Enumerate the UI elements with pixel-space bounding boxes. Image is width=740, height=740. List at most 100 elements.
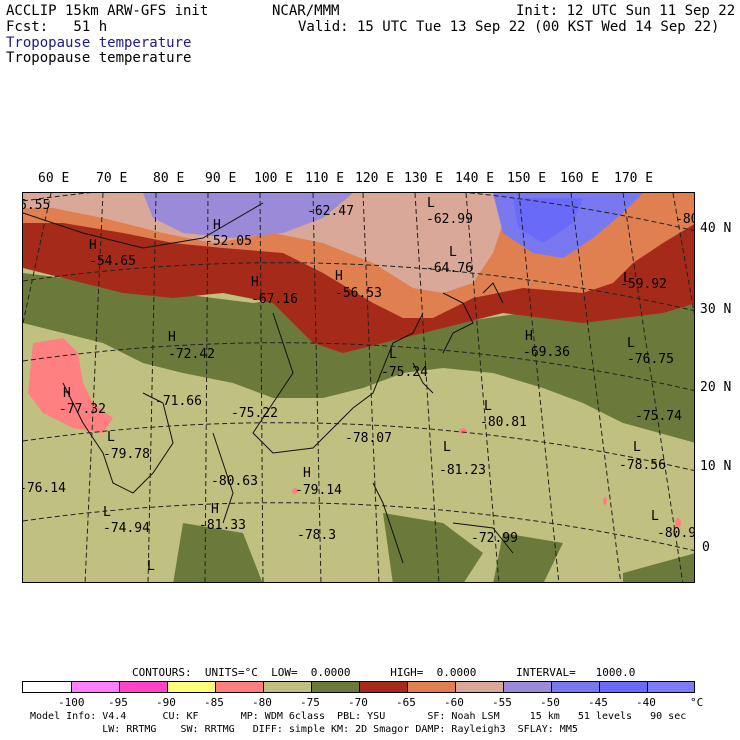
lat-label: 40 N	[700, 221, 732, 236]
map-value-label: -71.66	[155, 394, 202, 409]
forecast-hour: Fcst: 51 h	[6, 19, 108, 35]
model-title: ACCLIP 15km ARW-GFS init	[6, 3, 209, 19]
lat-label: 10 N	[700, 459, 732, 474]
colorbar-tick-label: -100	[58, 696, 85, 709]
extremum-marker: L	[443, 440, 451, 455]
extremum-marker: H	[525, 329, 533, 344]
colorbar-tick-label: -55	[492, 696, 512, 709]
extremum-marker: L	[147, 559, 155, 574]
map-value-label: -75.74	[635, 409, 682, 424]
extremum-marker: H	[251, 275, 259, 290]
model-info-line-2: LW: RRTMG SW: RRTMG DIFF: simple KM: 2D …	[30, 724, 578, 735]
map-value-label: -77.32	[59, 402, 106, 417]
map-value-label: -81.23	[439, 463, 486, 478]
lon-label: 100 E	[254, 171, 294, 186]
colorbar-bin	[263, 681, 312, 693]
map-value-label: -74.94	[103, 521, 150, 536]
extremum-marker: L	[633, 440, 641, 455]
extremum-marker: H	[213, 218, 221, 233]
extremum-marker: H	[89, 238, 97, 253]
map-value-label: -80	[675, 212, 694, 227]
lon-label: 160 E	[560, 171, 600, 186]
colorbar-tick-label: -70	[348, 696, 368, 709]
map-value-label: -72.99	[471, 531, 518, 546]
map-value-label: -62.47	[307, 204, 354, 219]
map-value-label: -79.78	[103, 447, 150, 462]
colorbar-bin	[647, 681, 695, 693]
extremum-marker: L	[484, 399, 492, 414]
temperature-field	[23, 193, 694, 582]
lat-label: 0	[702, 540, 710, 555]
map-value-label: -79.14	[295, 483, 342, 498]
colorbar-tick-label: -75	[300, 696, 320, 709]
lon-label: 130 E	[404, 171, 444, 186]
lon-label: 150 E	[507, 171, 547, 186]
map-value-label: -76.14	[22, 481, 66, 496]
map-value-label: -75.22	[231, 406, 278, 421]
extremum-marker: H	[303, 466, 311, 481]
map-value-label: -72.42	[168, 347, 215, 362]
map-value-label: -78.3	[297, 528, 337, 543]
extremum-marker: H	[211, 502, 219, 517]
colorbar-tick-label: -40	[636, 696, 656, 709]
field-title-1: Tropopause temperature	[6, 35, 192, 51]
colorbar-tick-label: -65	[396, 696, 416, 709]
map-value-label: -76.75	[627, 352, 674, 367]
colorbar-tick-label: -45	[588, 696, 608, 709]
extremum-marker: L	[389, 347, 397, 362]
extremum-marker: L	[623, 271, 631, 286]
lon-label: 120 E	[355, 171, 395, 186]
map-value-label: -62.99	[426, 212, 473, 227]
lon-label: 90 E	[205, 171, 237, 186]
map-value-label: -54.65	[89, 254, 136, 269]
map-value-label: 6.55	[22, 198, 51, 213]
colorbar-bin	[359, 681, 408, 693]
map-value-label: -52.05	[205, 234, 252, 249]
colorbar-bin	[119, 681, 168, 693]
colorbar-bin	[22, 681, 72, 693]
field-title-2: Tropopause temperature	[6, 50, 192, 66]
colorbar-unit: °C	[690, 696, 704, 709]
colorbar-tick-label: -80	[252, 696, 272, 709]
colorbar-bin	[311, 681, 360, 693]
map-panel: 6.55 -62.47 -62.99 L H -52.05 H -54.65 L…	[22, 192, 695, 583]
colorbar-bin	[407, 681, 456, 693]
lon-label: 170 E	[614, 171, 654, 186]
map-value-label: -78.56	[619, 458, 666, 473]
colorbar-bin	[551, 681, 600, 693]
colorbar-bin	[503, 681, 552, 693]
map-value-label: -81.33	[199, 518, 246, 533]
colorbar-tick-label: -95	[108, 696, 128, 709]
extremum-marker: H	[335, 269, 343, 284]
lat-label: 30 N	[700, 302, 732, 317]
colorbar-bin	[167, 681, 216, 693]
map-value-label: -80.63	[211, 474, 258, 489]
lon-label: 80 E	[153, 171, 185, 186]
colorbar-tick-label: -90	[156, 696, 176, 709]
lon-label: 70 E	[96, 171, 128, 186]
colorbar-bin	[455, 681, 504, 693]
map-value-label: -75.24	[381, 365, 428, 380]
lat-label: 20 N	[700, 380, 732, 395]
colorbar-bin	[215, 681, 264, 693]
extremum-marker: H	[168, 330, 176, 345]
extremum-marker: L	[627, 336, 635, 351]
init-time: Init: 12 UTC Sun 11 Sep 22	[516, 3, 736, 19]
lon-label: 60 E	[38, 171, 70, 186]
org-label: NCAR/MMM	[272, 3, 340, 19]
colorbar-tick-label: -60	[444, 696, 464, 709]
valid-time: Valid: 15 UTC Tue 13 Sep 22 (00 KST Wed …	[298, 19, 720, 35]
map-value-label: -80.81	[480, 415, 527, 430]
model-info-line-1: Model Info: V4.4 CU: KF MP: WDM 6class P…	[30, 711, 687, 722]
extremum-marker: L	[449, 245, 457, 260]
extremum-marker: H	[63, 386, 71, 401]
map-value-label: -80.9	[657, 526, 695, 541]
extremum-marker: L	[427, 196, 435, 211]
map-value-label: -59.92	[620, 277, 667, 292]
colorbar-tick-label: -50	[540, 696, 560, 709]
map-value-label: -69.36	[523, 345, 570, 360]
extremum-marker: L	[103, 505, 111, 520]
lon-label: 110 E	[305, 171, 345, 186]
map-value-label: -67.16	[251, 292, 298, 307]
extremum-marker: L	[107, 430, 115, 445]
